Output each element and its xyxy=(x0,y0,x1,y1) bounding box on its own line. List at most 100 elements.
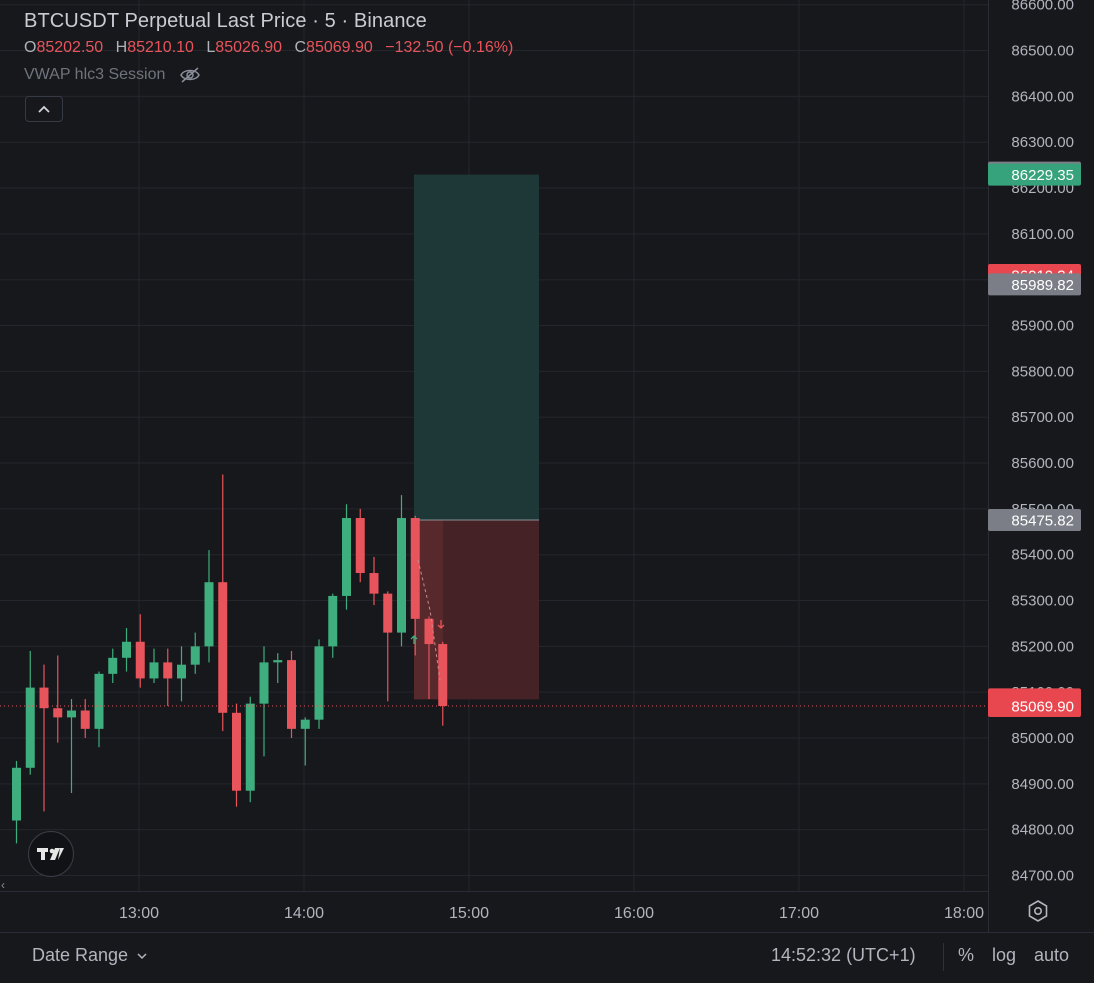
y-tick-label: 86300.00 xyxy=(1011,134,1074,151)
candle-body xyxy=(135,641,145,679)
y-tick-label: 86100.00 xyxy=(1011,226,1074,243)
price-tag-bg xyxy=(988,508,1081,531)
profit-zone xyxy=(414,174,539,520)
candle xyxy=(218,474,228,732)
price-tag-bg xyxy=(988,163,1081,186)
low-label: L xyxy=(206,39,216,56)
price-axis[interactable]: 84700.0084800.0084900.0085000.0085100.00… xyxy=(988,0,1075,932)
time-axis[interactable]: 13:00 14:00 15:00 16:00 17:00 18:00 xyxy=(0,891,988,923)
candle-body xyxy=(108,657,118,674)
ohlc-legend: O85202.50 H85210.10 L85026.90 C85069.90 … xyxy=(24,39,521,57)
x-tick-label: 13:00 xyxy=(119,905,159,922)
timezone-clock[interactable]: 14:52:32 (UTC+1) xyxy=(771,945,916,965)
y-tick-label: 85000.00 xyxy=(1011,730,1074,747)
sell-arrow-icon xyxy=(437,620,445,629)
x-tick-label: 15:00 xyxy=(449,905,489,922)
y-tick-label: 86400.00 xyxy=(1011,88,1074,105)
close-value: 85069.90 xyxy=(306,39,373,56)
price-tag: 85069.90 xyxy=(988,694,1081,717)
candle-body xyxy=(232,712,241,791)
candle xyxy=(149,648,159,684)
price-chart[interactable]: 84700.0084800.0084900.0085000.0085100.00… xyxy=(0,0,1094,932)
price-tag-label: 85475.82 xyxy=(1011,512,1074,529)
price-tag-bg xyxy=(988,273,1081,296)
candle xyxy=(314,639,324,729)
candle-body xyxy=(190,646,200,665)
candle-body xyxy=(94,673,104,729)
candle xyxy=(108,648,118,684)
open-label: O xyxy=(24,39,37,56)
percent-toggle[interactable]: % xyxy=(958,945,975,965)
candle-body xyxy=(342,518,351,596)
candle xyxy=(80,699,90,739)
trade-markers xyxy=(410,559,445,681)
candle xyxy=(273,653,283,684)
y-tick-label: 85900.00 xyxy=(1011,318,1074,335)
y-tick-label: 84900.00 xyxy=(1011,776,1074,793)
log-toggle[interactable]: log xyxy=(992,945,1017,965)
candle xyxy=(410,515,420,656)
candle xyxy=(122,628,131,672)
gear-icon[interactable] xyxy=(1026,899,1050,923)
candle xyxy=(245,696,255,803)
candle-body xyxy=(25,687,35,768)
candle xyxy=(190,632,200,674)
candle xyxy=(135,614,145,688)
date-range-button[interactable]: Date Range xyxy=(32,945,148,966)
candle xyxy=(438,641,448,726)
candle xyxy=(287,650,296,739)
candle xyxy=(163,648,173,706)
vwap-indicator[interactable]: VWAP hlc3 Session xyxy=(24,66,201,84)
y-tick-label: 84700.00 xyxy=(1011,868,1074,885)
chevron-down-icon xyxy=(137,952,147,959)
candle xyxy=(397,495,406,647)
y-tick-label: 85600.00 xyxy=(1011,455,1074,472)
candle xyxy=(12,760,21,844)
y-tick-label: 85300.00 xyxy=(1011,593,1074,610)
change-value: −132.50 (−0.16%) xyxy=(385,39,514,56)
buy-arrow-icon xyxy=(410,635,418,644)
y-tick-label: 84800.00 xyxy=(1011,822,1074,839)
price-tag: 86229.35 xyxy=(988,163,1081,186)
candle-body xyxy=(53,708,63,718)
candle-body xyxy=(204,582,214,647)
y-tick-label: 85700.00 xyxy=(1011,409,1074,426)
x-tick-label: 17:00 xyxy=(779,905,819,922)
high-label: H xyxy=(115,39,128,56)
position-tool[interactable] xyxy=(414,174,539,700)
price-tag-label: 85989.82 xyxy=(1011,277,1074,294)
candle-body xyxy=(287,660,296,729)
candle-body xyxy=(424,618,434,645)
candle-body xyxy=(12,767,21,821)
toolbar-divider xyxy=(943,943,944,971)
date-range-label: Date Range xyxy=(32,945,129,965)
tradingview-logo[interactable] xyxy=(28,831,74,877)
candle-body xyxy=(39,687,49,709)
candle xyxy=(355,508,365,583)
candle xyxy=(232,703,241,807)
y-tick-label: 85800.00 xyxy=(1011,363,1074,380)
candle-body xyxy=(245,703,255,791)
candle-body xyxy=(67,710,76,718)
auto-toggle[interactable]: auto xyxy=(1034,945,1070,965)
collapse-legend-button[interactable] xyxy=(25,96,63,122)
candle xyxy=(67,699,76,794)
symbol-title[interactable]: BTCUSDT Perpetual Last Price · 5 · Binan… xyxy=(24,10,427,32)
candle xyxy=(383,591,393,702)
y-tick-label: 86600.00 xyxy=(1011,0,1074,14)
candle-body xyxy=(80,710,90,729)
candle xyxy=(259,646,269,757)
x-tick-label: 14:00 xyxy=(284,905,324,922)
candle xyxy=(424,616,434,700)
low-value: 85026.90 xyxy=(215,39,283,56)
eye-off-icon[interactable] xyxy=(179,66,201,84)
candle-body xyxy=(410,518,420,619)
candle-body xyxy=(314,646,324,720)
candle xyxy=(39,664,49,812)
price-tag: 85475.82 xyxy=(988,508,1081,531)
candle xyxy=(342,504,351,610)
chevron-left-icon[interactable]: ‹ xyxy=(1,878,5,892)
open-value: 85202.50 xyxy=(36,39,104,56)
candle-body xyxy=(122,641,131,658)
candle-body xyxy=(355,518,365,574)
